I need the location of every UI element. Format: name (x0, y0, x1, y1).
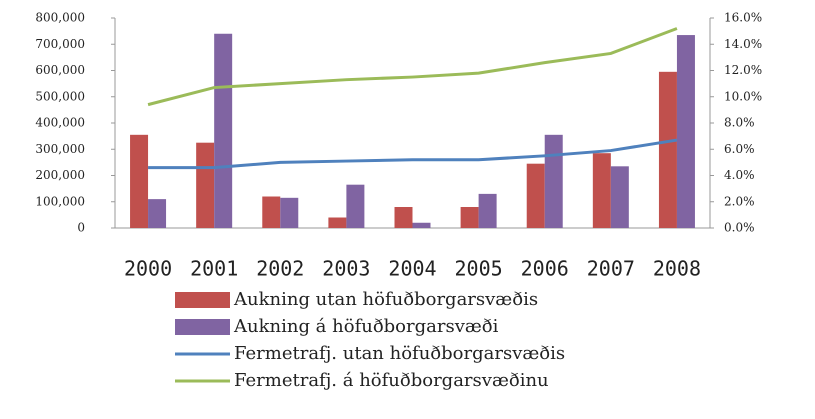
bar (658, 71, 677, 228)
bar (262, 196, 281, 228)
bar (460, 207, 479, 228)
line (148, 138, 678, 170)
bar (346, 184, 365, 228)
x-tick-label: 2003 (322, 257, 370, 281)
legend-label: Aukning utan höfuðborgarsvæðis (233, 289, 538, 310)
x-tick-label: 2006 (521, 257, 569, 281)
y-tick-label: 600,000 (35, 63, 85, 77)
bar (526, 163, 545, 228)
y2-tick-label: 2.0% (724, 194, 755, 208)
y-tick-label: 500,000 (35, 89, 85, 103)
y2-tick-label: 0.0% (724, 221, 755, 235)
bar (478, 193, 497, 228)
bar (280, 197, 299, 228)
x-tick-label: 2002 (256, 257, 304, 281)
y2-tick-label: 14.0% (724, 37, 762, 51)
bar (214, 33, 233, 228)
legend-label: Fermetrafj. utan höfuðborgarsvæðis (234, 343, 565, 364)
bar (592, 153, 611, 228)
y2-tick-label: 6.0% (724, 142, 755, 156)
bar (412, 222, 431, 228)
x-tick-label: 2001 (190, 257, 238, 281)
y-tick-label: 200,000 (35, 168, 85, 182)
legend-label: Fermetrafj. á höfuðborgarsvæðinu (234, 370, 549, 391)
x-tick-label: 2008 (653, 257, 701, 281)
y2-tick-label: 12.0% (724, 63, 762, 77)
bar (328, 217, 347, 228)
y-tick-label: 0 (77, 221, 85, 235)
bar (196, 142, 215, 228)
y2-tick-label: 16.0% (724, 11, 762, 25)
y-tick-label: 800,000 (35, 11, 85, 25)
y-tick-label: 400,000 (35, 116, 85, 130)
bar (130, 134, 149, 228)
bar (394, 207, 413, 228)
y-tick-label: 700,000 (35, 37, 85, 51)
bar (610, 166, 629, 228)
y2-tick-label: 10.0% (724, 89, 762, 103)
y-tick-label: 100,000 (35, 194, 85, 208)
legend-swatch (175, 292, 230, 308)
y-tick-label: 300,000 (35, 142, 85, 156)
x-tick-label: 2005 (455, 257, 503, 281)
bar (676, 35, 695, 228)
legend-label: Aukning á höfuðborgarsvæði (233, 316, 499, 337)
line (147, 27, 678, 107)
x-tick-label: 2007 (587, 257, 635, 281)
y2-tick-label: 8.0% (724, 116, 755, 130)
bar (544, 134, 563, 228)
x-tick-label: 2004 (388, 257, 436, 281)
bar (148, 199, 167, 228)
x-tick-label: 2000 (124, 257, 172, 281)
legend-swatch (175, 319, 230, 335)
y2-tick-label: 4.0% (724, 168, 755, 182)
